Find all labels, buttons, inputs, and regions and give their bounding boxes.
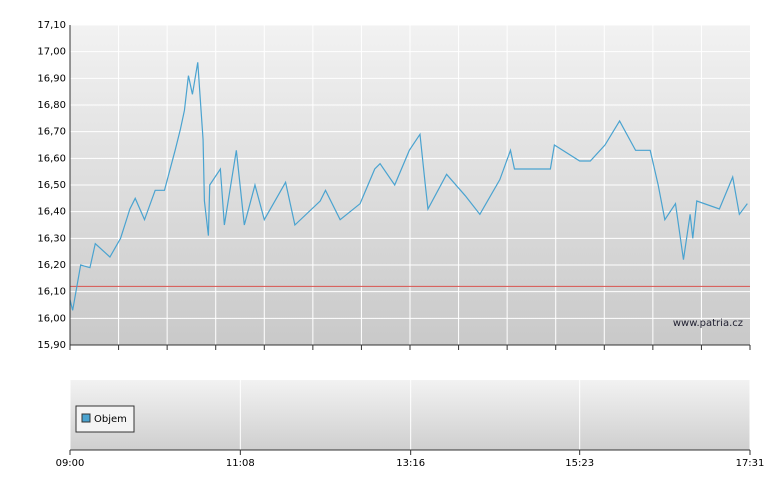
watermark: www.patria.cz	[673, 318, 743, 329]
x-tick-label: 13:16	[396, 458, 425, 469]
y-tick-label: 16,30	[37, 233, 66, 244]
x-tick-label: 17:31	[736, 458, 765, 469]
y-tick-label: 17,00	[37, 47, 66, 58]
y-tick-label: 16,20	[37, 260, 66, 271]
y-tick-label: 16,70	[37, 127, 66, 138]
y-tick-label: 16,50	[37, 180, 66, 191]
y-tick-label: 16,00	[37, 313, 66, 324]
legend-label: Objem	[94, 414, 127, 425]
price-line	[69, 62, 748, 311]
volume-area	[70, 380, 750, 450]
y-tick-label: 16,90	[37, 73, 66, 84]
legend-swatch	[81, 413, 91, 423]
y-tick-label: 15,90	[37, 340, 66, 351]
y-tick-label: 17,10	[37, 20, 66, 31]
x-tick-label: 11:08	[226, 458, 255, 469]
x-tick-label: 09:00	[56, 458, 85, 469]
x-tick-label: 15:23	[565, 458, 594, 469]
y-tick-label: 16,60	[37, 153, 66, 164]
y-tick-label: 16,10	[37, 287, 66, 298]
y-tick-label: 16,40	[37, 207, 66, 218]
y-tick-label: 16,80	[37, 100, 66, 111]
